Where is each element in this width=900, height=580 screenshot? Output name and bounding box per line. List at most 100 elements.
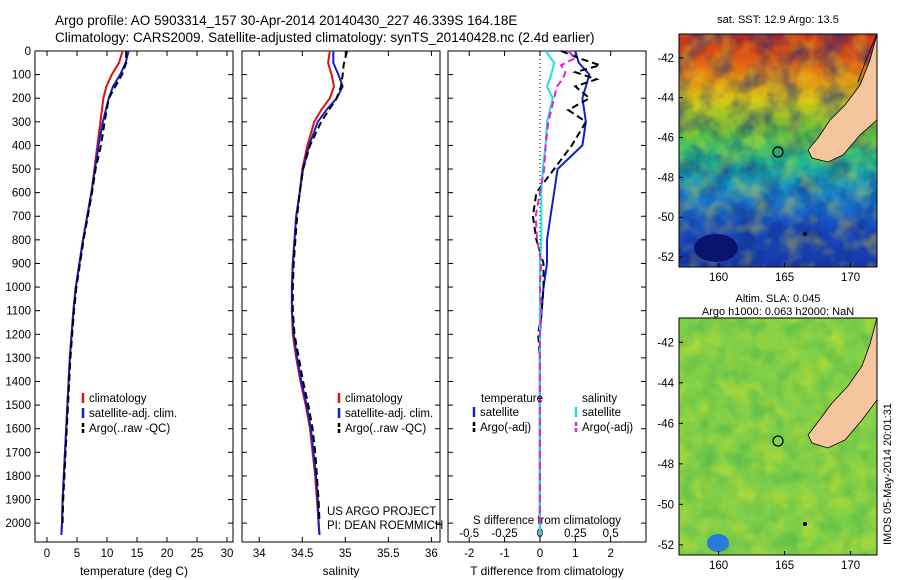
map-y-tick-label: -46 — [657, 418, 674, 430]
top-tick-label: 0.25 — [564, 528, 586, 540]
y-tick-label: 600 — [12, 188, 31, 200]
legend-entry: climatology — [345, 393, 403, 405]
island-mark-2 — [803, 522, 807, 526]
header-line1: Argo profile: AO 5903314_157 30-Apr-2014… — [55, 13, 517, 28]
x-axis-label: T difference from climatology — [470, 564, 624, 578]
sla-map-title-1: Altim. SLA: 0.045 — [736, 293, 821, 305]
legend-entry: Argo(-adj) — [480, 422, 531, 434]
y-tick-label: 1400 — [5, 376, 31, 388]
x-tick-label: 30 — [221, 548, 234, 560]
series-line-satelliteadjclim — [290, 51, 344, 535]
y-tick-label: 1600 — [5, 424, 31, 436]
difference-panel — [447, 50, 647, 543]
y-tick-label: 1800 — [5, 471, 31, 483]
series-line-climatology — [290, 50, 336, 535]
map-x-tick-label: 160 — [709, 272, 728, 284]
legend-entry: satellite — [480, 407, 519, 419]
y-tick-label: 1700 — [5, 447, 31, 459]
series-line-argorawqc — [291, 50, 348, 524]
y-tick-label: 2000 — [5, 518, 31, 530]
argo-location-marker-2 — [772, 435, 784, 447]
x-tick-label: 35 — [339, 548, 352, 560]
x-tick-label: 15 — [131, 548, 144, 560]
legend-entry: satellite-adj. clim. — [345, 408, 433, 420]
map-y-tick-label: -52 — [657, 540, 674, 552]
sla-map: Altim. SLA: 0.045 Argo h1000: 0.063 h200… — [657, 293, 878, 572]
island-mark — [803, 232, 807, 236]
difference-plot: -2 -1 0 1 2 T difference from climatology -0.5… — [448, 50, 646, 578]
y-tick-label: 1300 — [5, 353, 31, 365]
x-axis-label: temperature (deg C) — [80, 564, 188, 578]
salinity-panel — [241, 50, 441, 543]
x-axis-label: salinity — [323, 564, 360, 578]
x-tick-label: 0 — [537, 548, 543, 560]
map-y-tick-label: -52 — [657, 252, 674, 264]
y-tick-label: 1000 — [5, 282, 31, 294]
legend-entry: Argo(..raw -QC) — [345, 423, 426, 435]
map-x-tick-label: 170 — [841, 272, 860, 284]
series-line-argoadj — [531, 50, 604, 524]
x-tick-label: 5 — [74, 548, 80, 560]
series-line-argorawqc — [61, 51, 128, 524]
y-tick-label: 300 — [12, 117, 31, 129]
map-y-tick-label: -50 — [657, 499, 674, 511]
map-y-tick-label: -42 — [657, 53, 674, 65]
map-y-tick-label: -42 — [657, 337, 674, 349]
credits-line2: PI: DEAN ROEMMICH — [327, 520, 443, 532]
top-tick-label: -0.5 — [459, 528, 479, 540]
legend-entry: Argo(-adj) — [582, 422, 633, 434]
y-tick-label: 400 — [12, 140, 31, 152]
credits-line1: US ARGO PROJECT — [327, 506, 436, 518]
x-tick-label: 34 — [253, 548, 266, 560]
y-tick-label: 1200 — [5, 329, 31, 341]
y-tick-label: 900 — [12, 258, 31, 270]
legend-entry: satellite — [582, 407, 621, 419]
map-x-tick-label: 160 — [709, 560, 728, 572]
top-tick-label: 0.5 — [603, 528, 619, 540]
legend-title-salinity: salinity — [582, 393, 617, 405]
y-tick-label: 500 — [12, 164, 31, 176]
map-x-tick-label: 170 — [841, 560, 860, 572]
x-tick-label: -1 — [499, 548, 509, 560]
sla-map-title-2: Argo h1000: 0.063 h2000: NaN — [702, 306, 854, 318]
x-tick-label: 35.5 — [377, 548, 399, 560]
map-y-tick-label: -48 — [657, 459, 674, 471]
map-y-tick-label: -44 — [657, 378, 674, 390]
series-line-satellite — [538, 50, 556, 535]
x-tick-label: 2 — [607, 548, 613, 560]
salinity-plot: 34 34.5 35 35.5 36 salinity climatology satelli… — [242, 50, 440, 578]
series-line-satelliteadjclim — [60, 50, 130, 535]
x-tick-label: 10 — [101, 548, 114, 560]
x-tick-label: 1 — [572, 548, 578, 560]
y-tick-label: 1900 — [5, 495, 31, 507]
temperature-panel — [34, 50, 234, 543]
series-line-climatology — [60, 50, 124, 535]
legend-entry: Argo(..raw -QC) — [89, 423, 170, 435]
map-y-tick-label: -44 — [657, 93, 674, 105]
top-axis-label: S difference from climatology — [473, 515, 621, 527]
land-shape — [807, 34, 877, 163]
map-y-tick-label: -48 — [657, 172, 674, 184]
map-y-tick-label: -46 — [657, 133, 674, 145]
argo-location-marker — [772, 146, 784, 158]
x-tick-label: 0 — [44, 548, 50, 560]
y-tick-label: 800 — [12, 235, 31, 247]
y-tick-label: 200 — [12, 93, 31, 105]
x-tick-label: 25 — [191, 548, 204, 560]
series-line-argoadj — [534, 50, 577, 524]
timestamp-stamp: IMOS 05-May-2014 20:01:31 — [882, 403, 894, 545]
x-tick-label: 20 — [161, 548, 174, 560]
top-tick-label: -0.25 — [491, 528, 517, 540]
temperature-plot: 0100200300400500600700800900100011001200… — [5, 46, 233, 578]
x-tick-label: 36 — [425, 548, 438, 560]
map-x-tick-label: 165 — [775, 560, 794, 572]
y-tick-label: 100 — [12, 70, 31, 82]
map-y-tick-label: -50 — [657, 212, 674, 224]
y-tick-label: 1500 — [5, 400, 31, 412]
x-tick-label: 34.5 — [291, 548, 313, 560]
map-x-tick-label: 165 — [775, 272, 794, 284]
y-tick-label: 0 — [25, 46, 31, 58]
legend-title-temperature: temperature — [481, 393, 543, 405]
x-tick-label: -2 — [464, 548, 474, 560]
